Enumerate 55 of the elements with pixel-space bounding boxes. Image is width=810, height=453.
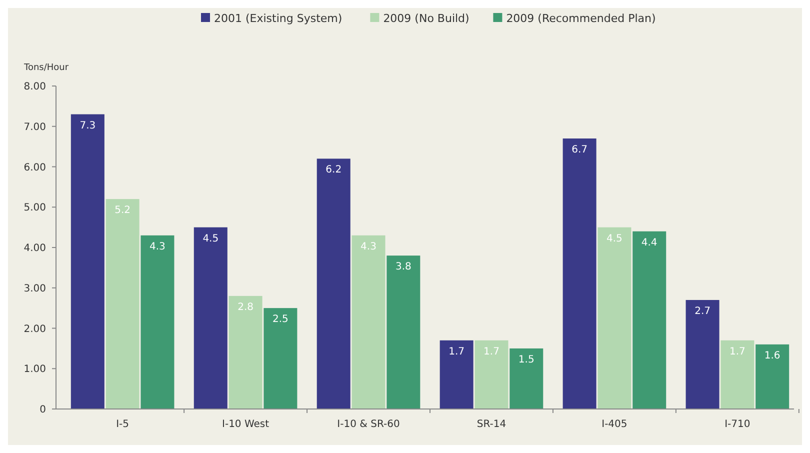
data-label: 3.8 xyxy=(395,262,412,273)
x-tick-label: I-5 xyxy=(116,419,130,430)
bar xyxy=(756,344,790,409)
y-tick-label: 1.00 xyxy=(24,364,46,376)
data-label: 1.7 xyxy=(484,346,500,358)
y-tick-label: 8.00 xyxy=(24,82,46,92)
bar xyxy=(194,227,228,409)
bar xyxy=(386,256,420,409)
y-tick-label: 2.00 xyxy=(24,324,46,335)
y-tick-label: 3.00 xyxy=(24,283,46,294)
data-label: 4.3 xyxy=(360,241,376,252)
bar xyxy=(510,348,544,409)
x-tick-label: I-405 xyxy=(602,419,628,430)
data-label: 4.5 xyxy=(606,233,622,244)
bar xyxy=(562,138,596,409)
y-tick-label: 5.00 xyxy=(24,202,46,214)
data-label: 2.8 xyxy=(238,302,254,313)
bar xyxy=(264,308,298,409)
bar xyxy=(598,227,632,409)
x-tick-label: I-10 & SR-60 xyxy=(337,419,400,430)
data-label: 7.3 xyxy=(80,120,96,132)
data-label: 5.2 xyxy=(114,205,131,216)
bar xyxy=(352,235,386,409)
data-label: 1.7 xyxy=(448,346,465,358)
legend-label: 2009 (No Build) xyxy=(383,12,470,25)
data-label: 6.2 xyxy=(326,164,342,176)
data-label: 4.5 xyxy=(202,233,219,244)
y-tick-label: 4.00 xyxy=(24,243,46,254)
bar xyxy=(228,296,262,409)
data-label: 1.5 xyxy=(518,354,534,366)
bar xyxy=(316,158,350,409)
y-tick-label: 6.00 xyxy=(24,162,46,174)
bar xyxy=(720,340,754,409)
bar xyxy=(440,340,474,409)
bar xyxy=(140,235,174,409)
data-label: 2.5 xyxy=(272,314,288,326)
y-tick-label: 0 xyxy=(40,404,46,416)
bar xyxy=(632,231,666,409)
legend-label: 2009 (Recommended Plan) xyxy=(506,12,656,25)
data-label: 2.7 xyxy=(694,306,710,317)
bar xyxy=(106,199,140,409)
y-tick-label: 7.00 xyxy=(24,122,46,133)
data-label: 6.7 xyxy=(572,144,588,156)
x-tick-label: I-710 xyxy=(724,419,750,430)
legend-label: 2001 (Existing System) xyxy=(214,12,342,25)
data-label: 4.3 xyxy=(150,241,166,252)
data-label: 1.6 xyxy=(764,350,780,362)
data-label: 1.7 xyxy=(729,346,746,358)
x-tick-label: I-10 West xyxy=(222,419,270,430)
bar xyxy=(70,114,104,409)
bar xyxy=(474,340,508,409)
bar xyxy=(686,300,720,409)
y-axis-title: Tons/Hour xyxy=(23,63,69,73)
data-label: 4.4 xyxy=(641,237,658,248)
x-tick-label: SR-14 xyxy=(476,419,506,430)
